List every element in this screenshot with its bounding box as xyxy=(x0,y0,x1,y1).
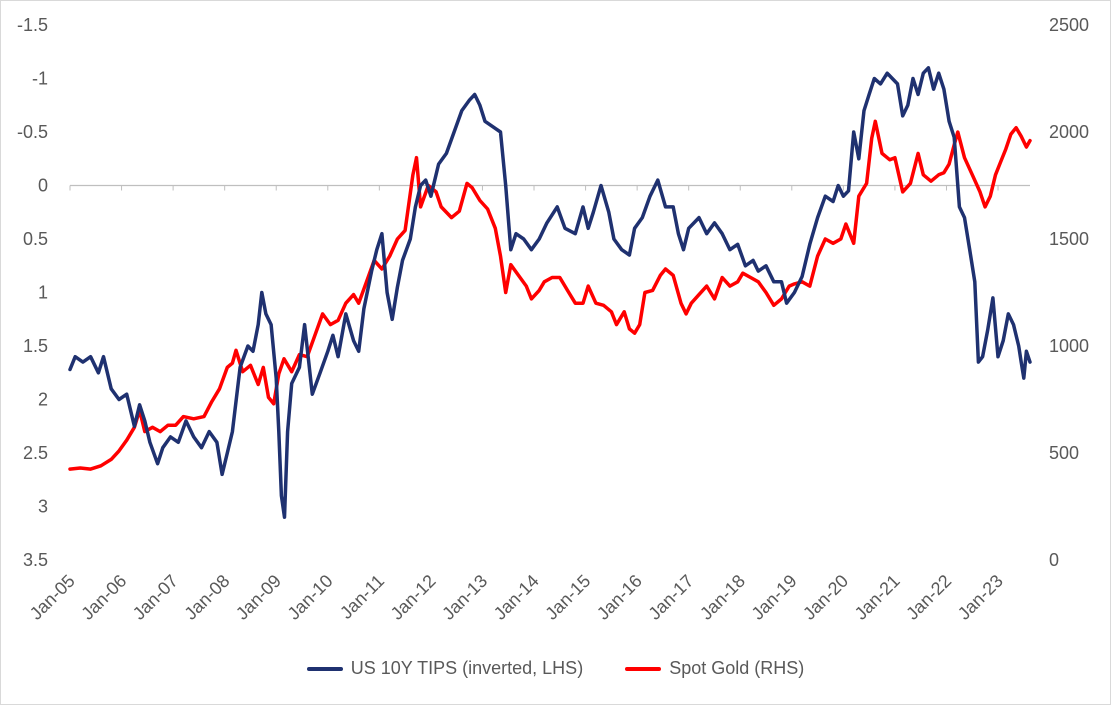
legend-swatch-tips xyxy=(306,666,343,671)
x-tick-label: Jan-18 xyxy=(696,571,749,624)
right-tick-label: 2500 xyxy=(1049,15,1089,35)
left-tick-label: 3.5 xyxy=(23,550,48,570)
x-tick-label: Jan-10 xyxy=(284,571,337,624)
left-tick-label: -0.5 xyxy=(17,122,48,142)
right-tick-label: 2000 xyxy=(1049,122,1089,142)
legend-item-tips: US 10Y TIPS (inverted, LHS) xyxy=(306,658,584,679)
x-tick-label: Jan-11 xyxy=(336,571,388,623)
legend-label-tips: US 10Y TIPS (inverted, LHS) xyxy=(350,658,584,678)
x-tick-label: Jan-05 xyxy=(26,571,79,624)
left-tick-label: 0 xyxy=(38,176,48,196)
right-tick-label: 500 xyxy=(1049,443,1079,463)
right-tick-label: 1500 xyxy=(1049,229,1089,249)
x-tick-label: Jan-23 xyxy=(954,571,1007,624)
left-tick-label: -1 xyxy=(32,69,48,89)
left-tick-label: 0.5 xyxy=(23,229,48,249)
x-tick-label: Jan-09 xyxy=(232,571,285,624)
series-line-gold xyxy=(68,119,1032,471)
right-tick-label: 0 xyxy=(1049,550,1059,570)
left-tick-label: 1 xyxy=(38,283,48,303)
x-tick-label: Jan-22 xyxy=(902,571,955,624)
x-tick-label: Jan-19 xyxy=(748,571,801,624)
x-tick-label: Jan-20 xyxy=(799,571,852,624)
series-line-tips xyxy=(68,66,1032,519)
x-tick-label: Jan-08 xyxy=(180,571,233,624)
left-axis-ticks: -1.5 -1 -0.5 0 0.5 1 1.5 2 2.5 3 3.5 xyxy=(17,15,48,570)
x-tick-label: Jan-06 xyxy=(77,571,130,624)
legend-item-gold: Spot Gold (RHS) xyxy=(625,658,804,679)
x-tick-label: Jan-21 xyxy=(851,571,904,624)
legend-label-gold: Spot Gold (RHS) xyxy=(669,658,805,678)
left-tick-label: -1.5 xyxy=(17,15,48,35)
left-tick-label: 2.5 xyxy=(23,443,48,463)
x-tick-label: Jan-17 xyxy=(644,571,697,624)
x-tick-label: Jan-15 xyxy=(541,571,594,624)
x-tick-label: Jan-16 xyxy=(593,571,646,624)
left-tick-label: 2 xyxy=(38,390,48,410)
left-tick-label: 3 xyxy=(38,497,48,517)
left-tick-label: 1.5 xyxy=(23,336,48,356)
series-layer xyxy=(68,66,1032,519)
x-tick-label: Jan-13 xyxy=(438,571,491,624)
x-tick-label: Jan-14 xyxy=(490,571,543,624)
x-tick-label: Jan-12 xyxy=(387,571,440,624)
legend: US 10Y TIPS (inverted, LHS) Spot Gold (R… xyxy=(0,658,1111,679)
legend-swatch-gold xyxy=(625,666,662,671)
right-axis-ticks: 2500 2000 1500 1000 500 0 xyxy=(1049,15,1089,570)
x-tick-label: Jan-07 xyxy=(129,571,182,624)
right-tick-label: 1000 xyxy=(1049,336,1089,356)
